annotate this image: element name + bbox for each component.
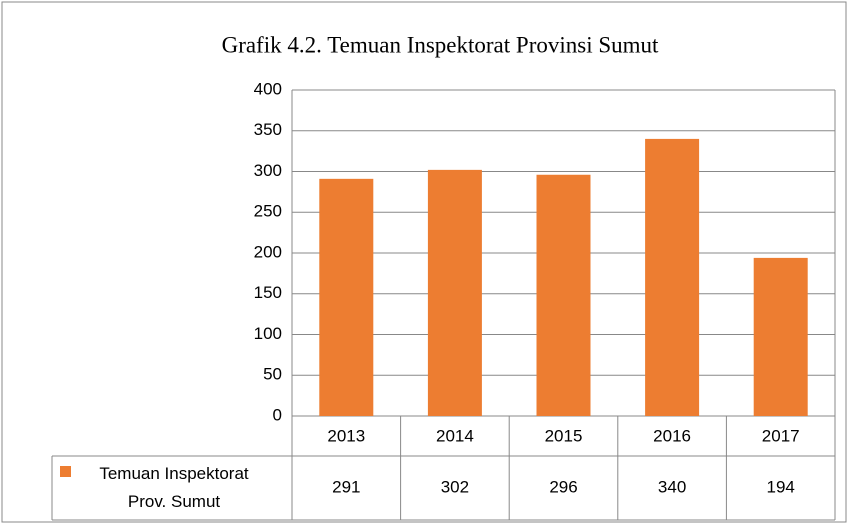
bar [319, 178, 374, 416]
x-tick-label: 2016 [653, 426, 691, 445]
legend-label: Temuan Inspektorat Prov. Sumut [99, 464, 249, 511]
bar [645, 138, 700, 416]
bar [536, 174, 591, 416]
y-tick-label: 0 [273, 405, 282, 424]
x-tick-label: 2015 [545, 426, 583, 445]
y-tick-label: 350 [254, 120, 282, 139]
table-value: 340 [658, 477, 686, 496]
table-value: 296 [549, 477, 577, 496]
y-tick-label: 300 [254, 161, 282, 180]
y-tick-label: 50 [263, 365, 282, 384]
table-value: 291 [332, 477, 360, 496]
y-tick-label: 150 [254, 283, 282, 302]
y-tick-label: 100 [254, 324, 282, 343]
chart-title: Grafik 4.2. Temuan Inspektorat Provinsi … [222, 32, 659, 57]
bar [427, 169, 482, 416]
bar [753, 257, 808, 416]
y-tick-label: 250 [254, 202, 282, 221]
y-tick-label: 400 [254, 79, 282, 98]
x-tick-label: 2014 [436, 426, 474, 445]
table-value: 302 [441, 477, 469, 496]
y-tick-label: 200 [254, 242, 282, 261]
legend-swatch [60, 466, 71, 477]
table-value: 194 [767, 477, 795, 496]
x-tick-label: 2017 [762, 426, 800, 445]
x-tick-label: 2013 [327, 426, 365, 445]
